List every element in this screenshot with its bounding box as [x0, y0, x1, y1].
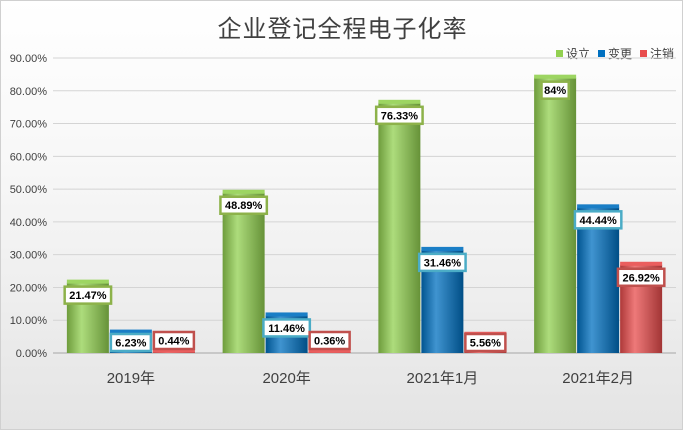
bar-cap-2-0 [152, 348, 195, 353]
bar-cap-0-3 [534, 74, 577, 79]
bar-cap-2-1 [308, 348, 351, 353]
data-label-2-0: 0.44% [158, 336, 189, 348]
chart-title: 企业登记全程电子化率 [217, 15, 468, 43]
data-label-box-0-1 [219, 195, 269, 215]
data-label-box-2-1 [308, 330, 351, 351]
data-label-box-1-2 [417, 252, 467, 273]
bar-0-2 [378, 102, 421, 353]
data-label-2-3: 26.92% [622, 272, 660, 284]
legend-swatch-series-1 [597, 50, 605, 57]
data-label-box-0-0 [63, 285, 113, 305]
bar-0-3 [534, 77, 577, 354]
x-tick-label: 2020年 [262, 370, 310, 387]
data-label-box-1-1 [262, 318, 312, 338]
bar-cap-1-0 [109, 329, 152, 334]
x-tick-label: 2021年1月 [407, 370, 479, 387]
data-label-box-2-2 [464, 332, 507, 353]
y-tick-label: 70.00% [10, 119, 48, 131]
y-tick-label: 30.00% [10, 250, 48, 262]
bar-1-3 [577, 207, 620, 353]
bar-cap-0-2 [378, 99, 421, 104]
data-label-1-3: 44.44% [579, 215, 617, 227]
y-tick-label: 10.00% [10, 315, 48, 327]
data-label-0-1: 48.89% [225, 200, 263, 212]
bar-cap-0-0 [66, 279, 109, 284]
data-label-0-3: 84% [544, 85, 566, 97]
y-tick-label: 20.00% [10, 282, 48, 294]
data-label-box-1-3 [573, 210, 623, 230]
bar-cap-2-3 [620, 261, 663, 266]
data-label-1-0: 6.23% [115, 338, 146, 350]
legend-swatch-series-2 [639, 50, 647, 57]
y-tick-label: 80.00% [10, 86, 48, 98]
legend-swatch-series-0 [555, 50, 563, 57]
data-label-0-0: 21.47% [69, 290, 107, 302]
data-label-box-2-3 [616, 267, 666, 288]
data-label-1-2: 31.46% [424, 257, 462, 269]
y-tick-label: 50.00% [10, 184, 48, 196]
data-label-2-1: 0.36% [314, 336, 345, 348]
data-label-1-1: 11.46% [268, 323, 305, 335]
bar-cap-1-3 [577, 204, 620, 209]
data-label-box-2-0 [152, 330, 196, 351]
data-label-0-2: 76.33% [381, 110, 419, 122]
x-tick-label: 2021年2月 [562, 370, 634, 387]
bar-cap-1-1 [265, 312, 308, 317]
x-tick-label: 2019年 [107, 370, 155, 387]
data-label-2-2: 5.56% [470, 338, 501, 350]
data-label-box-0-3 [540, 80, 570, 100]
bar-cap-0-1 [222, 189, 265, 194]
y-tick-label: 40.00% [10, 217, 48, 229]
bar-0-1 [222, 192, 265, 353]
y-tick-label: 90.00% [10, 53, 48, 65]
y-tick-label: 0.00% [16, 348, 47, 360]
data-label-box-0-2 [374, 105, 424, 126]
data-label-box-1-0 [109, 332, 153, 353]
y-tick-label: 60.00% [10, 151, 48, 163]
bar-cap-1-2 [421, 246, 464, 251]
